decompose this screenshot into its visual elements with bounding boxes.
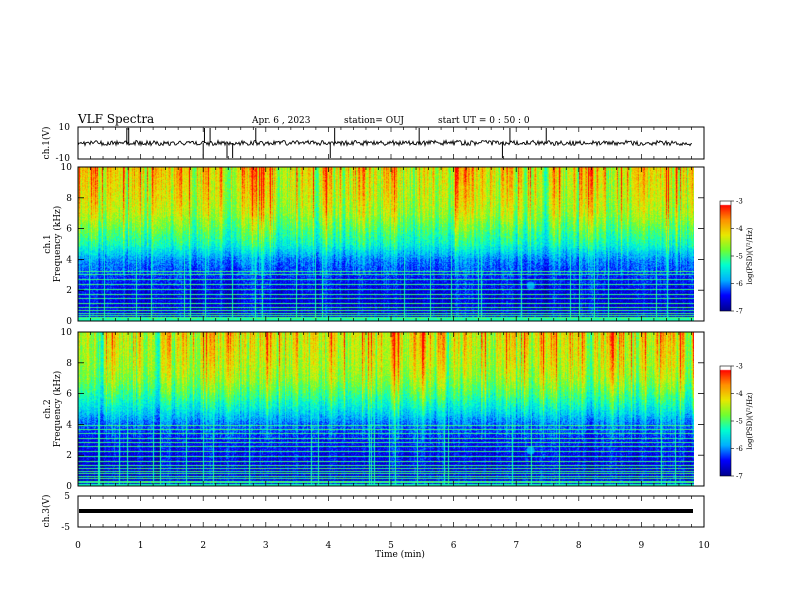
ch1-ytick-bottom: -10	[56, 154, 71, 164]
y-tick-label: 8	[66, 194, 72, 204]
start-time-label: start UT = 0 : 50 : 0	[438, 116, 530, 126]
ch2-spectrogram-yticklabels: 0 2 4 6 8 10	[61, 328, 73, 492]
x-tick-label: 1	[138, 541, 144, 551]
ch1-colorbar-image	[720, 201, 731, 311]
y-tick-label: 4	[66, 255, 72, 265]
x-tick-label: 8	[576, 541, 582, 551]
x-tick-label: 3	[263, 541, 269, 551]
time-axis-label: Time (min)	[375, 549, 425, 560]
ch2-colorbar-image	[720, 366, 731, 476]
y-tick-label: 10	[61, 163, 73, 173]
colorbar-tick-label: -6	[736, 280, 743, 288]
time-axis-ticklabels: 0 1 2 3 4 5 6 7 8 9 10	[75, 541, 710, 551]
ch2-channel-label: ch.2	[43, 399, 53, 418]
ch1-voltage-panel: 10 -10 ch.1(V)	[41, 123, 705, 164]
ch1-frequency-ylabel: Frequency (kHz)	[52, 206, 63, 283]
colorbar-tick-label: -3	[736, 198, 743, 206]
x-tick-label: 0	[75, 541, 81, 551]
y-tick-label: 2	[66, 286, 72, 296]
ch3-voltage-ticks	[77, 496, 705, 527]
x-tick-label: 4	[326, 541, 332, 551]
ch1-colorbar-label: log(PSD)(V²/Hz)	[746, 227, 754, 284]
ch3-voltage-ylabel: ch.3(V)	[41, 495, 52, 528]
figure-title: VLF Spectra	[77, 112, 154, 126]
y-tick-label: 2	[66, 451, 72, 461]
ch2-colorbar-ticks: -3 -4 -5 -6 -7	[731, 363, 743, 481]
y-tick-label: 4	[66, 420, 72, 430]
ch2-spectrogram-panel: 0 2 4 6 8 10 ch.2 Frequency (kHz)	[43, 328, 705, 492]
x-tick-label: 5	[388, 541, 394, 551]
ch1-spectrogram-panel: 0 2 4 6 8 10 ch.1 Frequency (kHz)	[43, 163, 705, 327]
station-label: station= OUJ	[344, 116, 404, 126]
ch2-frequency-ylabel: Frequency (kHz)	[52, 371, 63, 448]
ch2-colorbar-label: log(PSD)(V²/Hz)	[746, 392, 754, 449]
colorbar-tick-label: -7	[736, 308, 743, 316]
date-label: Apr. 6 , 2023	[251, 116, 311, 126]
ch2-spectrogram-ticks	[77, 331, 705, 487]
y-tick-label: 6	[66, 390, 72, 400]
colorbar-tick-label: -4	[736, 225, 743, 233]
ch1-colorbar-ticks: -3 -4 -5 -6 -7	[731, 198, 743, 316]
y-tick-label: 10	[61, 328, 73, 338]
ch3-ytick-top: 5	[64, 492, 70, 502]
colorbar-tick-label: -6	[736, 445, 743, 453]
ch1-spectrogram-image	[78, 167, 694, 321]
x-tick-label: 10	[698, 541, 710, 551]
y-tick-label: 6	[66, 225, 72, 235]
colorbar-tick-label: -5	[736, 253, 743, 261]
x-tick-label: 6	[451, 541, 457, 551]
ch1-voltage-line	[77, 139, 692, 148]
ch2-spectrogram-image	[78, 332, 694, 486]
colorbar-tick-label: -7	[736, 473, 743, 481]
ch3-voltage-panel: 5 -5 ch.3(V)	[41, 492, 705, 533]
y-tick-label: 0	[66, 482, 72, 492]
ch1-voltage-ticks	[77, 127, 705, 159]
x-tick-label: 7	[513, 541, 519, 551]
y-tick-label: 0	[66, 317, 72, 327]
ch1-channel-label: ch.1	[43, 234, 53, 253]
colorbar-tick-label: -5	[736, 418, 743, 426]
x-tick-label: 9	[639, 541, 645, 551]
ch1-voltage-trace	[77, 128, 692, 158]
ch2-colorbar: -3 -4 -5 -6 -7 log(PSD)(V²/Hz)	[719, 363, 754, 481]
ch1-ytick-top: 10	[59, 123, 71, 133]
y-tick-label: 8	[66, 359, 72, 369]
ch1-spectrogram-ticks	[77, 166, 705, 322]
ch1-colorbar: -3 -4 -5 -6 -7 log(PSD)(V²/Hz)	[719, 198, 754, 316]
ch3-ytick-bottom: -5	[61, 523, 70, 533]
ch1-voltage-ylabel: ch.1(V)	[41, 127, 52, 160]
ch3-voltage-trace	[79, 509, 693, 513]
ch1-spectrogram-yticklabels: 0 2 4 6 8 10	[61, 163, 73, 327]
colorbar-tick-label: -4	[736, 390, 743, 398]
colorbar-tick-label: -3	[736, 363, 743, 371]
x-tick-label: 2	[200, 541, 206, 551]
